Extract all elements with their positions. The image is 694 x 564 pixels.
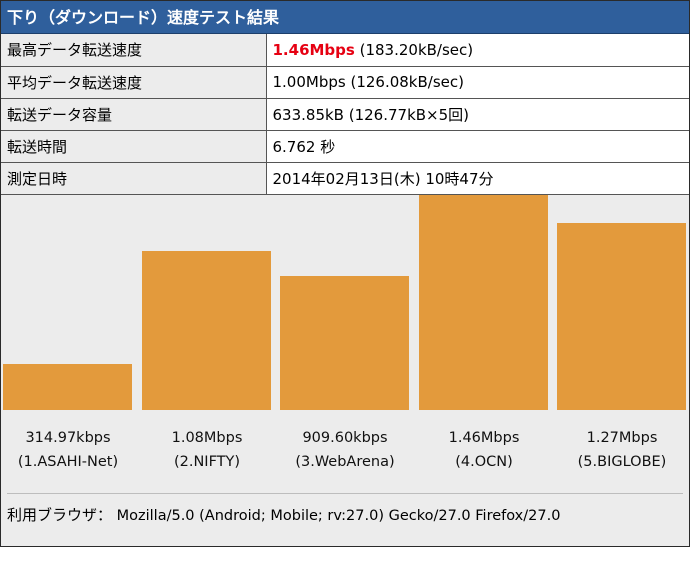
- data-size-value: 633.85kB (126.77kB×5回): [265, 97, 689, 131]
- bar-category-label: (5.BIGLOBE): [577, 453, 667, 470]
- avg-speed-label: 平均データ転送速度: [1, 65, 267, 99]
- bar-category-label: (2.NIFTY): [173, 453, 241, 470]
- measured-at-label: 測定日時: [1, 161, 267, 195]
- speed-bar-chart: [1, 194, 689, 418]
- bar-category-label: (4.OCN): [455, 453, 513, 470]
- max-speed-value: 1.46Mbps (183.20kB/sec): [265, 34, 689, 67]
- browser-value: Mozilla/5.0 (Android; Mobile; rv:27.0) G…: [112, 507, 561, 524]
- divider: [7, 492, 683, 494]
- bar-value-label: 1.27Mbps: [586, 429, 658, 446]
- avg-speed-value: 1.00Mbps (126.08kB/sec): [265, 65, 689, 99]
- bar-category-label: (3.WebArena): [295, 453, 395, 470]
- browser-info: 利用ブラウザ： Mozilla/5.0 (Android; Mobile; rv…: [1, 493, 689, 537]
- result-info-table: 最高データ転送速度 1.46Mbps (183.20kB/sec) 平均データ転…: [1, 34, 689, 195]
- bar-4: [419, 194, 548, 410]
- bar-label-4: 1.46Mbps (4.OCN): [419, 426, 549, 474]
- table-row: 測定日時 2014年02月13日(木) 10時47分: [1, 161, 689, 195]
- max-speed-label: 最高データ転送速度: [1, 34, 267, 67]
- bar-label-2: 1.08Mbps (2.NIFTY): [142, 426, 272, 474]
- browser-label: 利用ブラウザ：: [7, 505, 113, 524]
- bar-label-5: 1.27Mbps (5.BIGLOBE): [557, 426, 687, 474]
- transfer-time-label: 転送時間: [1, 129, 267, 163]
- measured-at-value: 2014年02月13日(木) 10時47分: [265, 161, 689, 195]
- bar-value-label: 1.08Mbps: [171, 429, 243, 446]
- bar-chart-svg: [3, 194, 686, 410]
- bar-value-label: 314.97kbps: [25, 429, 111, 446]
- bar-2: [142, 250, 271, 410]
- bar-1: [3, 363, 132, 410]
- bar-category-label: (1.ASAHI-Net): [17, 453, 119, 470]
- table-row: 最高データ転送速度 1.46Mbps (183.20kB/sec): [1, 34, 689, 67]
- bar-value-label: 1.46Mbps: [448, 429, 520, 446]
- result-title: 下り（ダウンロード）速度テスト結果: [1, 1, 689, 34]
- speed-test-result-panel: 下り（ダウンロード）速度テスト結果 最高データ転送速度 1.46Mbps (18…: [0, 0, 690, 547]
- max-speed-detail: (183.20kB/sec): [354, 40, 474, 59]
- bar-label-3: 909.60kbps (3.WebArena): [280, 426, 410, 474]
- table-row: 平均データ転送速度 1.00Mbps (126.08kB/sec): [1, 65, 689, 99]
- transfer-time-value: 6.762 秒: [265, 129, 689, 163]
- bar-value-label: 909.60kbps: [302, 429, 388, 446]
- max-speed-highlight: 1.46Mbps: [272, 40, 355, 59]
- bar-label-1: 314.97kbps (1.ASAHI-Net): [3, 426, 133, 474]
- bar-3: [280, 275, 409, 410]
- bar-5: [557, 222, 686, 410]
- bar-labels: 314.97kbps (1.ASAHI-Net) 1.08Mbps (2.NIFTY)…: [1, 417, 689, 493]
- table-row: 転送時間 6.762 秒: [1, 129, 689, 163]
- data-size-label: 転送データ容量: [1, 97, 267, 131]
- table-row: 転送データ容量 633.85kB (126.77kB×5回): [1, 97, 689, 131]
